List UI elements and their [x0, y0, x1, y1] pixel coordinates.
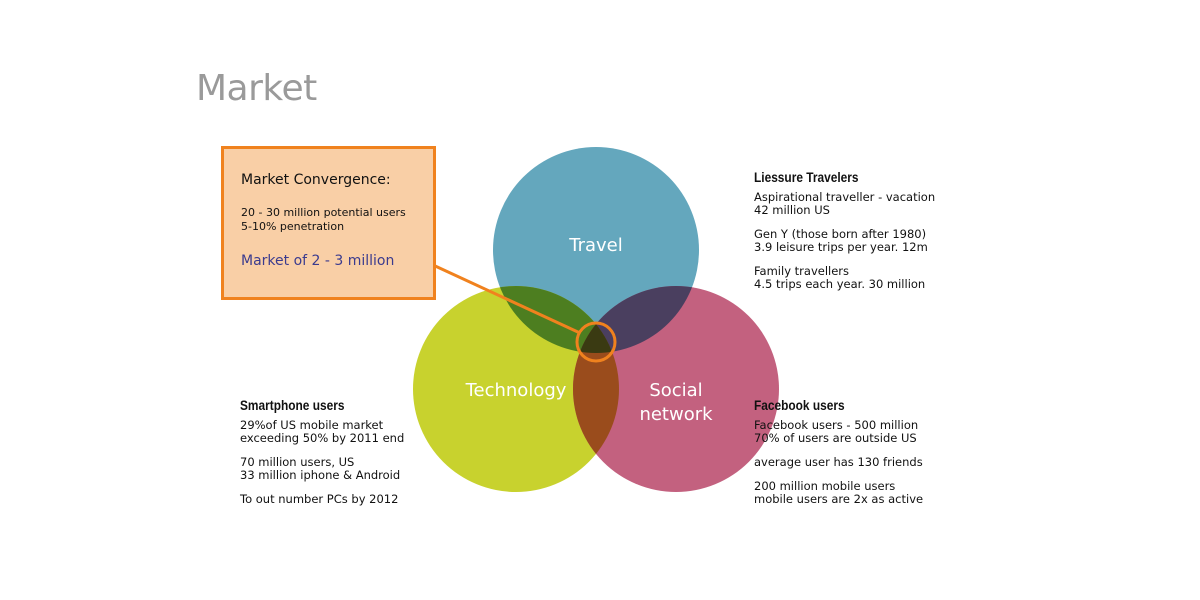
facebook-line: 70% of users are outside US [754, 431, 917, 445]
smartphone-users-block: Smartphone users 29%of US mobile market … [240, 397, 404, 506]
leisure-heading: Liessure Travelers [754, 169, 859, 185]
convergence-marker [575, 321, 617, 363]
callout-highlight: Market of 2 - 3 million [241, 253, 395, 269]
facebook-line: 200 million mobile users [754, 479, 896, 493]
facebook-line: mobile users are 2x as active [754, 492, 924, 506]
technology-label: Technology [465, 380, 567, 401]
market-convergence-callout: Market Convergence: 20 - 30 million pote… [221, 146, 436, 300]
facebook-heading: Facebook users [754, 397, 845, 413]
leisure-line: 42 million US [754, 203, 830, 217]
leisure-travelers-block: Liessure Travelers Aspirational travelle… [754, 169, 935, 291]
smartphone-line: To out number PCs by 2012 [240, 492, 399, 506]
facebook-users-block: Facebook users Facebook users - 500 mill… [754, 397, 923, 506]
smartphone-line: 33 million iphone & Android [240, 468, 401, 482]
social-label-line2: network [639, 404, 713, 425]
leisure-line: Aspirational traveller - vacation [754, 190, 936, 204]
callout-line: 20 - 30 million potential users [241, 206, 406, 219]
leisure-line: 3.9 leisure trips per year. 12m [754, 240, 928, 254]
travel-technology-overlap [493, 286, 619, 353]
smartphone-heading: Smartphone users [240, 397, 345, 413]
smartphone-line: 29%of US mobile market [240, 418, 384, 432]
social-label-line1: Social [649, 380, 702, 401]
facebook-line: Facebook users - 500 million [754, 418, 919, 432]
callout-heading: Market Convergence: [241, 172, 391, 188]
leisure-line: 4.5 trips each year. 30 million [754, 277, 926, 291]
travel-social-overlap [573, 286, 699, 353]
page-title: Market [196, 68, 317, 109]
callout-line: 5-10% penetration [241, 220, 345, 233]
leisure-line: Family travellers [754, 264, 850, 278]
leisure-line: Gen Y (those born after 1980) [754, 227, 927, 241]
callout-connector [432, 263, 581, 335]
facebook-line: average user has 130 friends [754, 455, 923, 469]
smartphone-line: exceeding 50% by 2011 end [240, 431, 405, 445]
smartphone-line: 70 million users, US [240, 455, 355, 469]
travel-label: Travel [568, 235, 623, 256]
